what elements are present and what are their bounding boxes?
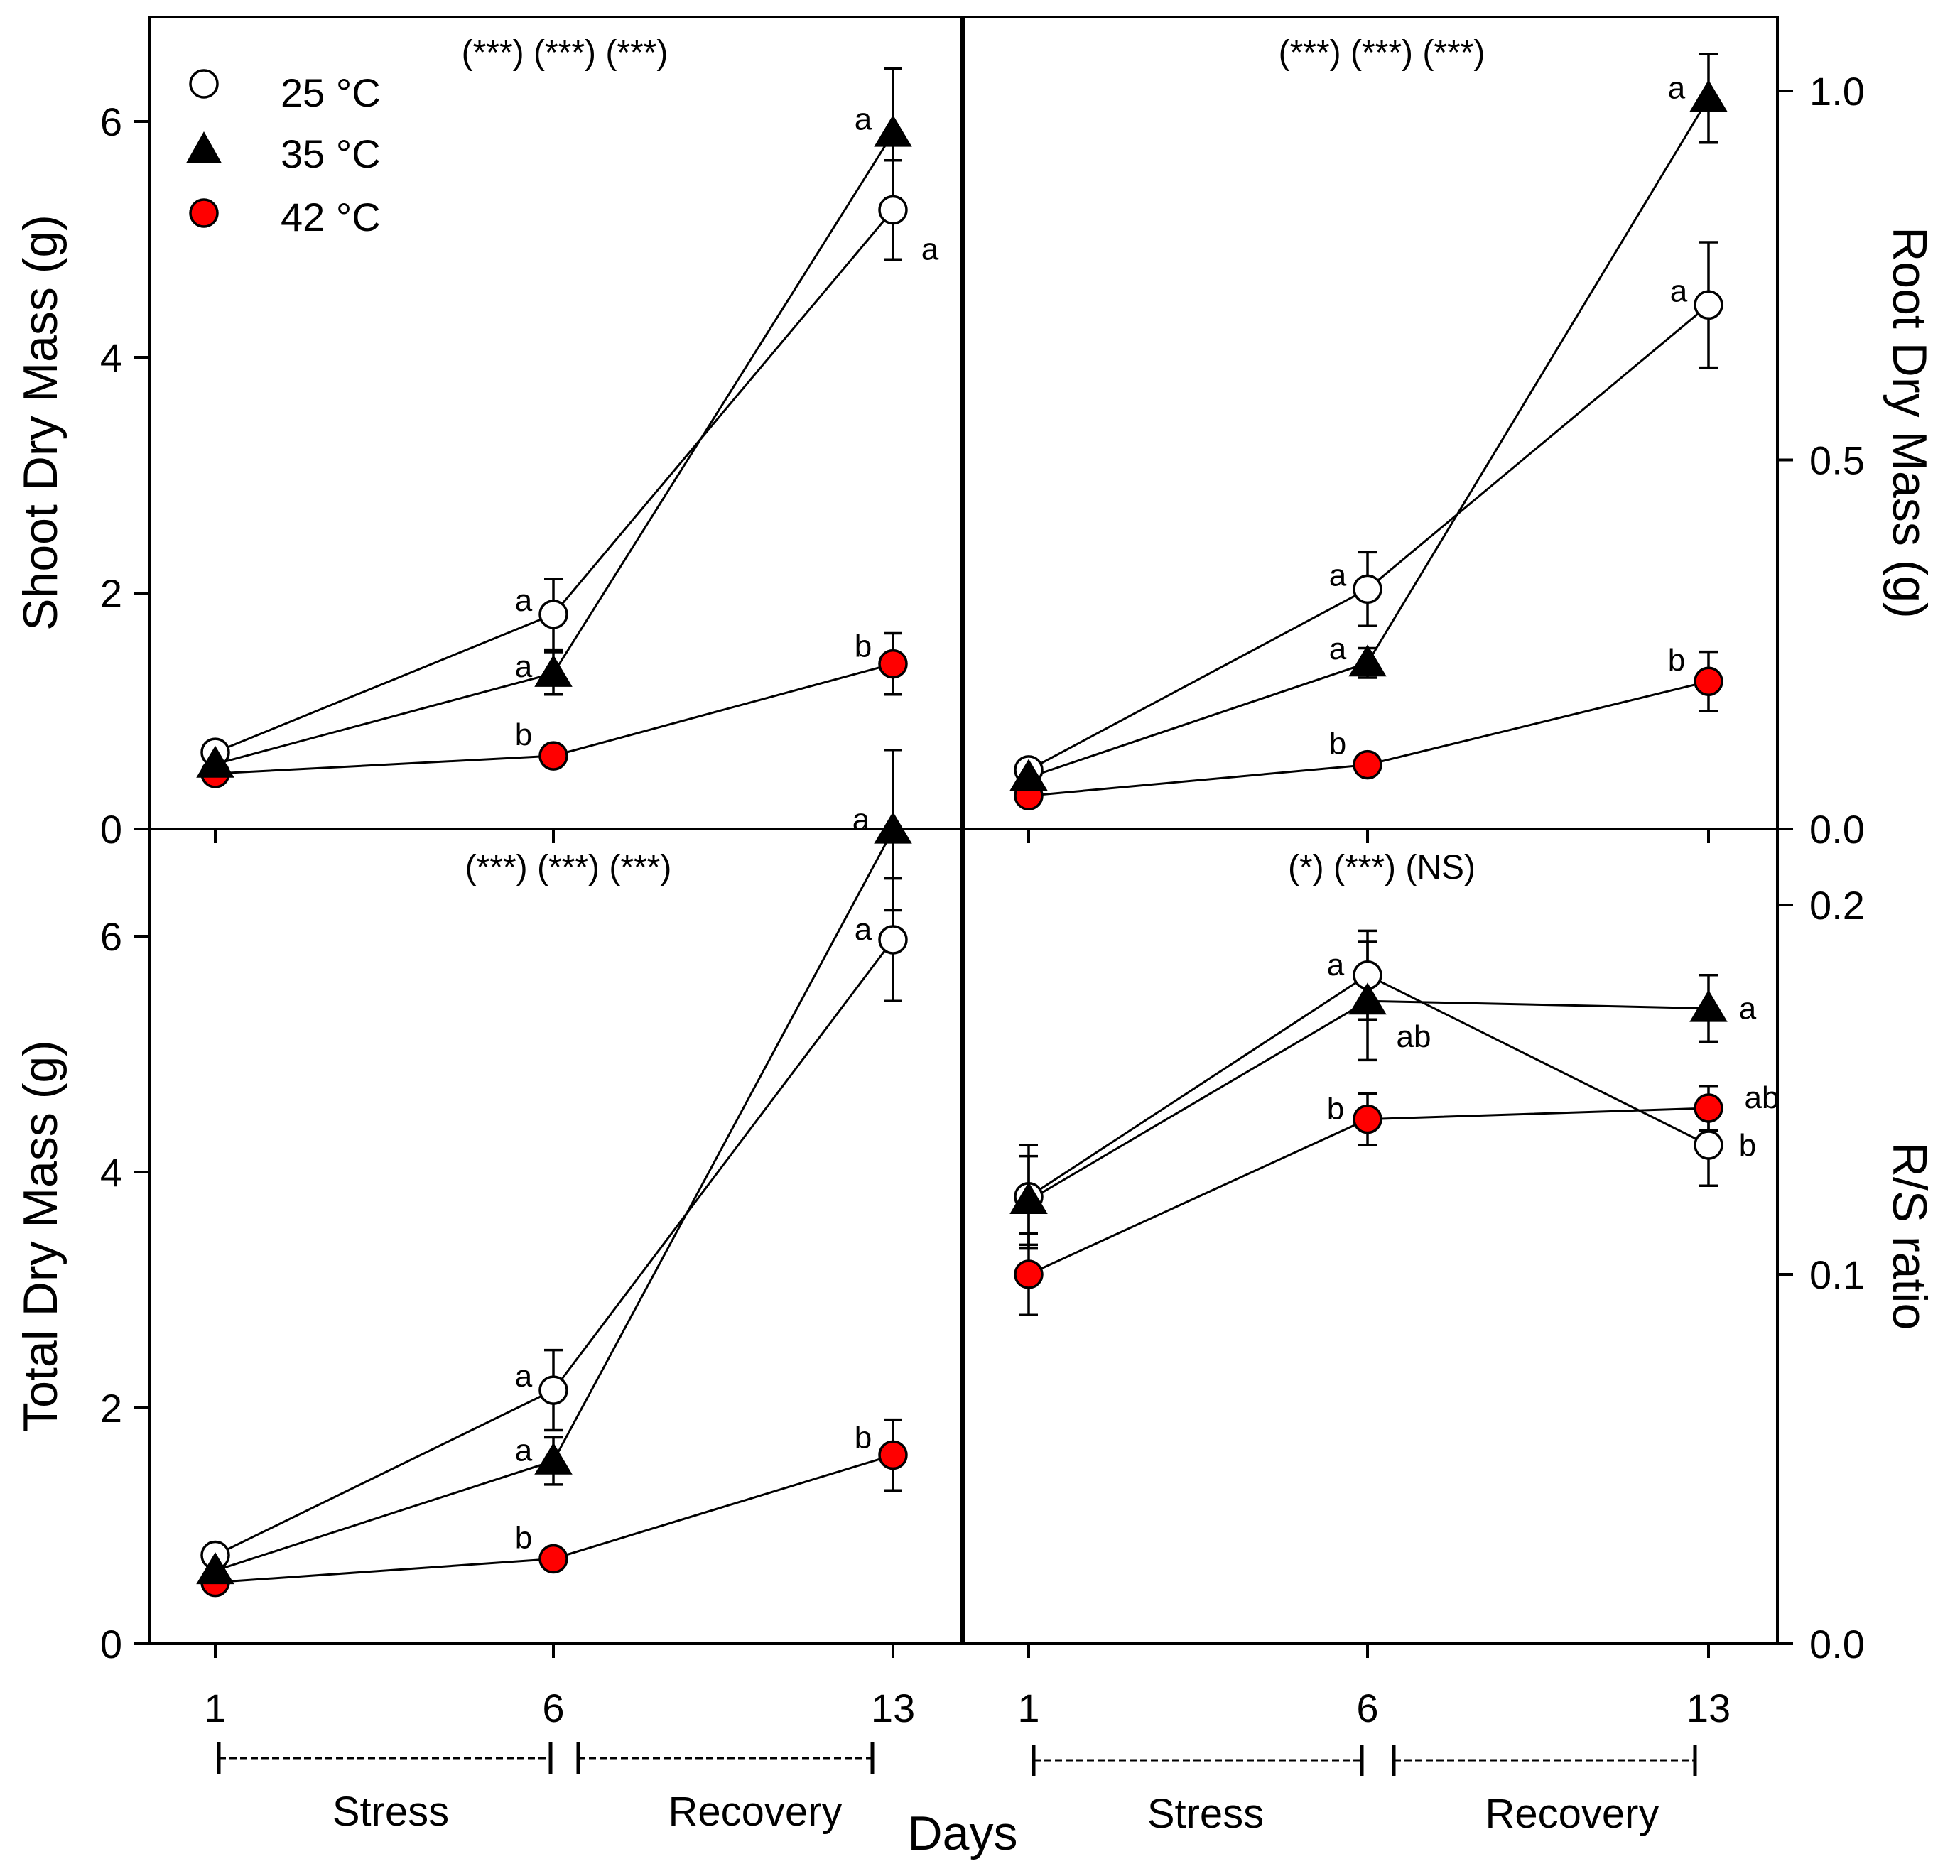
legend-label-25c: 25 °C xyxy=(281,70,381,115)
top-left-point-25c xyxy=(878,195,908,225)
bottom-left-point-25c xyxy=(538,1375,568,1405)
bottom-right-significance-letter: a xyxy=(1327,948,1345,982)
top-left-point-35c xyxy=(534,654,573,687)
bottom-left-ytick-label: 6 xyxy=(100,914,122,959)
top-left-point-25c xyxy=(538,600,568,629)
bottom-left-xtick-label: 1 xyxy=(204,1686,226,1730)
top-right-line-open-circle xyxy=(1028,304,1709,771)
bottom-left-significance-letter: b xyxy=(515,1520,532,1555)
top-right-significance-letter: a xyxy=(1329,631,1347,666)
bottom-right-xtick-label: 13 xyxy=(1686,1686,1731,1730)
bottom-left-significance-letter: a xyxy=(515,1433,533,1468)
bottom-left-ytick-label: 4 xyxy=(100,1150,122,1195)
top-left-significance-letter: b xyxy=(855,629,872,664)
bottom-left-xtick-label: 13 xyxy=(871,1686,915,1730)
top-right-point-35c xyxy=(1348,644,1387,677)
top-right-significance-letter: a xyxy=(1670,273,1688,308)
top-left-ytick-label: 0 xyxy=(100,807,122,852)
bottom-left-significance-letter: a xyxy=(855,912,872,947)
bottom-right-xtick-label: 1 xyxy=(1017,1686,1039,1730)
top-left-ytick-label: 4 xyxy=(100,335,122,380)
legend-marker-25c xyxy=(189,69,219,99)
bottom-left-point-42c xyxy=(878,1440,908,1470)
bottom-right-point-35c xyxy=(1348,982,1387,1015)
top-left-significance-letter: a xyxy=(515,583,533,618)
top-right-point-35c xyxy=(1009,759,1048,791)
top-left-point-42c xyxy=(878,649,908,679)
legend-marker-42c xyxy=(189,198,219,228)
y-axis-title-rs: R/S ratio xyxy=(1883,1142,1937,1330)
top-left-point-42c xyxy=(538,741,568,771)
top-right-ytick-label: 0.0 xyxy=(1809,807,1865,852)
bottom-right-significance: (*) (***) (NS) xyxy=(1288,849,1476,887)
top-right-point-25c xyxy=(1694,290,1723,320)
bottom-left-point-35c xyxy=(874,811,912,844)
bottom-right-ytick-label: 0.1 xyxy=(1809,1252,1865,1297)
bottom-left-point-35c xyxy=(196,1552,234,1585)
bottom-right-significance-letter: ab xyxy=(1397,1019,1431,1054)
bottom-left-significance-letter: a xyxy=(852,803,870,837)
top-left-ytick-label: 2 xyxy=(100,571,122,616)
bottom-right-point-42c xyxy=(1014,1259,1044,1289)
y-axis-title-total: Total Dry Mass (g) xyxy=(13,1040,67,1432)
top-right-point-42c xyxy=(1694,666,1723,696)
bottom-right-point-35c xyxy=(1009,1182,1048,1214)
bottom-right-ytick-label: 0.2 xyxy=(1809,883,1865,928)
bottom-right-xtick-label: 6 xyxy=(1356,1686,1378,1730)
bottom-left-ytick-label: 2 xyxy=(100,1386,122,1431)
bottom-left-point-25c xyxy=(878,925,908,955)
top-left-significance-letter: a xyxy=(921,232,939,267)
top-left-point-35c xyxy=(196,745,234,778)
bottom-right-significance-letter: b xyxy=(1739,1128,1756,1163)
bottom-right-point-25c xyxy=(1694,1130,1723,1160)
top-right-ytick-label: 0.5 xyxy=(1809,438,1865,483)
bottom-left-significance-letter: a xyxy=(515,1359,533,1394)
bottom-right-point-35c xyxy=(1689,989,1728,1022)
bottom-right-point-42c xyxy=(1353,1104,1382,1134)
x-axis-title: Days xyxy=(908,1806,1018,1860)
period-recovery-right: Recovery xyxy=(1485,1791,1659,1837)
period-stress-left: Stress xyxy=(332,1789,449,1835)
top-right-significance-letter: b xyxy=(1668,643,1685,678)
top-right-significance-letter: a xyxy=(1329,558,1347,592)
top-left-significance-letter: b xyxy=(515,717,532,752)
bottom-right-point-42c xyxy=(1694,1093,1723,1123)
top-right-significance-letter: a xyxy=(1668,70,1686,105)
bottom-right-significance-letter: a xyxy=(1739,992,1757,1026)
legend: 25 °C 35 °C 42 °C xyxy=(186,69,381,239)
top-right-significance: (***) (***) (***) xyxy=(1279,34,1485,72)
top-left-ytick-label: 6 xyxy=(100,99,122,144)
bottom-left-significance: (***) (***) (***) xyxy=(465,849,672,887)
bottom-right-significance-letter: ab xyxy=(1745,1080,1780,1115)
top-right-ytick-label: 1.0 xyxy=(1809,69,1865,114)
top-right-point-25c xyxy=(1353,574,1382,604)
top-right-point-42c xyxy=(1353,749,1382,780)
top-left-significance: (***) (***) (***) xyxy=(462,34,668,72)
bottom-left-point-35c xyxy=(534,1442,573,1475)
bottom-left-point-42c xyxy=(538,1544,568,1574)
legend-label-42c: 42 °C xyxy=(281,195,381,239)
bottom-left-ytick-label: 0 xyxy=(100,1622,122,1666)
y-axis-title-root: Root Dry Mass (g) xyxy=(1883,227,1937,619)
top-right-significance-letter: b xyxy=(1329,727,1346,761)
bottom-left-xtick-label: 6 xyxy=(542,1686,564,1730)
period-stress-right: Stress xyxy=(1147,1791,1264,1837)
top-left-point-35c xyxy=(874,114,912,147)
top-right-point-35c xyxy=(1689,80,1728,112)
y-axis-title-shoot: Shoot Dry Mass (g) xyxy=(13,215,67,631)
legend-label-35c: 35 °C xyxy=(281,131,381,176)
legend-marker-35c xyxy=(186,131,222,163)
period-recovery-left: Recovery xyxy=(668,1789,843,1835)
bottom-right-significance-letter: b xyxy=(1327,1092,1344,1127)
top-left-significance-letter: a xyxy=(515,649,533,684)
bottom-left-significance-letter: b xyxy=(855,1420,872,1455)
bottom-right-ytick-label: 0.0 xyxy=(1809,1622,1865,1666)
top-left-significance-letter: a xyxy=(855,102,872,137)
